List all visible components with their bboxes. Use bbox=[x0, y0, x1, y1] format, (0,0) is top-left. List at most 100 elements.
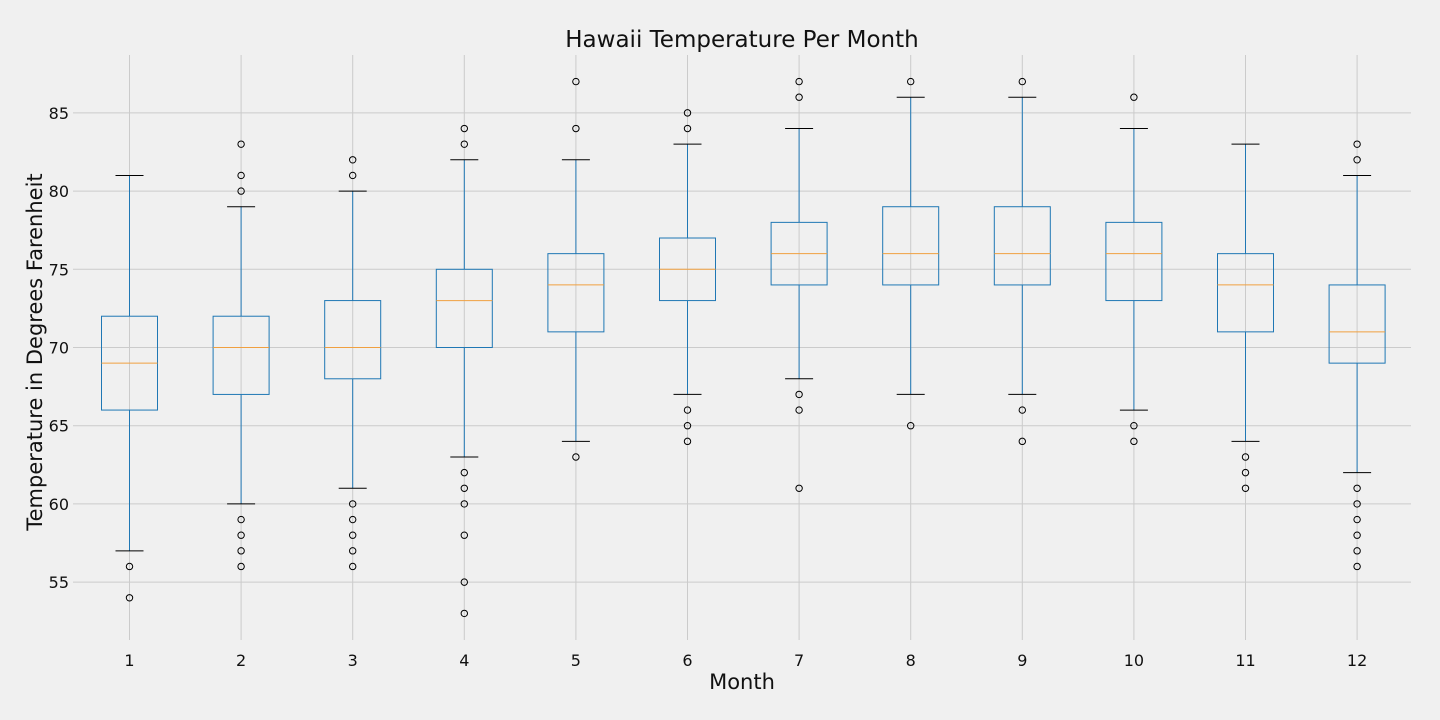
outlier-point bbox=[1353, 515, 1361, 524]
y-tick-label: 75 bbox=[49, 260, 69, 279]
outlier-point bbox=[1353, 156, 1361, 164]
box-group-month-6 bbox=[659, 109, 716, 446]
chart-title: Hawaii Temperature Per Month bbox=[565, 27, 918, 53]
outlier-point bbox=[237, 140, 245, 148]
outlier-point bbox=[907, 422, 915, 430]
outlier-point bbox=[795, 93, 803, 101]
outlier-point bbox=[460, 609, 468, 618]
box-group-month-7 bbox=[770, 77, 828, 492]
outlier-point bbox=[237, 531, 245, 539]
outlier-point bbox=[460, 124, 468, 133]
box-group-month-2 bbox=[212, 140, 270, 571]
box-iqr bbox=[435, 268, 493, 348]
outlier-point bbox=[795, 390, 803, 399]
y-tick-label: 60 bbox=[49, 495, 69, 514]
box-group-month-4 bbox=[435, 124, 493, 618]
outlier-point bbox=[1353, 562, 1361, 571]
outlier-point bbox=[1353, 531, 1361, 539]
box-group-month-10 bbox=[1105, 93, 1163, 446]
outlier-point bbox=[795, 484, 803, 492]
x-tick-label: 6 bbox=[682, 651, 692, 670]
x-axis-label: Month bbox=[709, 670, 775, 694]
x-tick-label: 12 bbox=[1347, 651, 1367, 670]
box-iqr bbox=[882, 206, 940, 286]
outlier-point bbox=[237, 187, 245, 195]
x-tick-label: 10 bbox=[1124, 651, 1144, 670]
box-iqr bbox=[547, 253, 605, 333]
outlier-point bbox=[1353, 500, 1361, 508]
outlier-point bbox=[572, 77, 580, 86]
box-group-month-8 bbox=[882, 77, 940, 430]
outlier-point bbox=[349, 562, 357, 571]
outlier-point bbox=[1130, 93, 1138, 101]
outlier-point bbox=[572, 124, 580, 133]
x-tick-label: 3 bbox=[348, 651, 358, 670]
outlier-point bbox=[237, 171, 245, 180]
outlier-point bbox=[125, 594, 134, 602]
outlier-point bbox=[125, 562, 134, 571]
box-group-month-5 bbox=[547, 77, 605, 461]
outlier-point bbox=[1241, 468, 1250, 477]
x-tick-label: 9 bbox=[1017, 651, 1027, 670]
box-group-month-12 bbox=[1328, 140, 1386, 571]
outlier-point bbox=[572, 453, 580, 461]
outlier-point bbox=[460, 578, 468, 586]
outlier-point bbox=[683, 406, 692, 414]
box-group-month-11 bbox=[1217, 143, 1274, 492]
box-iqr bbox=[993, 206, 1051, 286]
outlier-point bbox=[349, 171, 357, 180]
outlier-point bbox=[460, 468, 468, 477]
outlier-point bbox=[237, 547, 245, 555]
box-iqr bbox=[1105, 221, 1163, 302]
x-tick-label: 4 bbox=[459, 651, 469, 670]
outlier-point bbox=[1353, 484, 1361, 492]
box-group-month-3 bbox=[324, 156, 382, 571]
outlier-point bbox=[460, 484, 468, 492]
outlier-point bbox=[460, 531, 468, 539]
y-tick-label: 70 bbox=[49, 339, 69, 358]
outlier-point bbox=[237, 515, 245, 524]
outlier-point bbox=[1018, 406, 1026, 414]
outlier-point bbox=[1353, 140, 1361, 148]
outlier-point bbox=[1353, 547, 1361, 555]
x-tick-label: 7 bbox=[794, 651, 804, 670]
outlier-point bbox=[349, 547, 357, 555]
outlier-point bbox=[795, 77, 803, 86]
outlier-point bbox=[349, 515, 357, 524]
outlier-point bbox=[1241, 453, 1250, 461]
outlier-point bbox=[349, 500, 357, 508]
outlier-point bbox=[237, 562, 245, 571]
x-tick-label: 11 bbox=[1235, 651, 1255, 670]
x-tick-label: 2 bbox=[236, 651, 246, 670]
box-iqr bbox=[1328, 284, 1386, 364]
outlier-point bbox=[1018, 77, 1026, 86]
box-group-month-1 bbox=[101, 174, 158, 602]
outlier-point bbox=[683, 109, 692, 117]
outlier-point bbox=[1130, 422, 1138, 430]
box-group-month-9 bbox=[993, 77, 1051, 446]
outlier-point bbox=[683, 437, 692, 446]
outlier-point bbox=[1241, 484, 1250, 492]
y-tick-label: 65 bbox=[49, 417, 69, 436]
outlier-point bbox=[460, 140, 468, 148]
box-iqr bbox=[1217, 253, 1274, 333]
y-axis-label: Temperature in Degrees Farenheit bbox=[23, 173, 47, 531]
outlier-point bbox=[683, 422, 692, 430]
outlier-point bbox=[349, 531, 357, 539]
outlier-point bbox=[460, 500, 468, 508]
box-iqr bbox=[212, 315, 270, 395]
outlier-point bbox=[907, 77, 915, 86]
outlier-point bbox=[795, 406, 803, 414]
y-tick-label: 80 bbox=[49, 182, 69, 201]
box-layer bbox=[101, 77, 1386, 618]
outlier-point bbox=[349, 156, 357, 164]
x-tick-label: 5 bbox=[571, 651, 581, 670]
outlier-point bbox=[1130, 437, 1138, 446]
x-tick-label: 1 bbox=[124, 651, 134, 670]
outlier-point bbox=[1018, 437, 1026, 446]
outlier-point bbox=[683, 124, 692, 133]
x-tick-label: 8 bbox=[906, 651, 916, 670]
